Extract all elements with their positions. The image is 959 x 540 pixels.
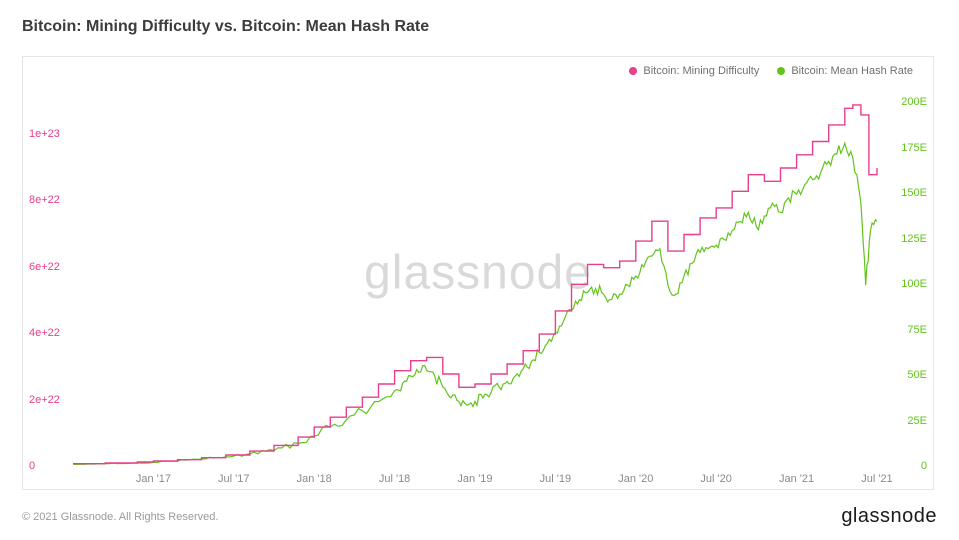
y-right-tick-label: 0 — [921, 460, 927, 472]
x-axis-tick-label: Jan '21 — [779, 473, 814, 485]
y-left-tick-label: 0 — [29, 460, 35, 472]
series-line — [73, 143, 877, 464]
x-axis-tick-label: Jan '20 — [618, 473, 653, 485]
x-axis-tick-label: Jul '20 — [700, 473, 731, 485]
y-right-tick-label: 100E — [901, 278, 927, 290]
y-left-tick-label: 8e+22 — [29, 194, 60, 206]
y-right-tick-label: 25E — [907, 415, 927, 427]
y-right-tick-label: 50E — [907, 369, 927, 381]
chart-title: Bitcoin: Mining Difficulty vs. Bitcoin: … — [22, 18, 429, 36]
footer: © 2021 Glassnode. All Rights Reserved. g… — [22, 505, 937, 528]
y-right-tick-label: 125E — [901, 233, 927, 245]
x-axis-tick-label: Jul '18 — [379, 473, 410, 485]
x-axis-tick-label: Jul '21 — [861, 473, 892, 485]
y-right-tick-label: 175E — [901, 142, 927, 154]
copyright-text: © 2021 Glassnode. All Rights Reserved. — [22, 511, 218, 523]
series-line — [73, 105, 877, 464]
y-left-tick-label: 4e+22 — [29, 327, 60, 339]
x-axis-tick-label: Jan '17 — [136, 473, 171, 485]
chart-svg — [23, 57, 935, 491]
x-axis-tick-label: Jul '19 — [540, 473, 571, 485]
x-axis-tick-label: Jan '19 — [457, 473, 492, 485]
y-left-tick-label: 2e+22 — [29, 394, 60, 406]
y-left-tick-label: 1e+23 — [29, 128, 60, 140]
y-right-tick-label: 75E — [907, 324, 927, 336]
chart-plot-area: glassnode Bitcoin: Mining DifficultyBitc… — [22, 56, 934, 490]
y-left-tick-label: 6e+22 — [29, 261, 60, 273]
brand-logo: glassnode — [841, 505, 937, 528]
y-right-tick-label: 150E — [901, 187, 927, 199]
y-right-tick-label: 200E — [901, 96, 927, 108]
x-axis-tick-label: Jan '18 — [297, 473, 332, 485]
x-axis-tick-label: Jul '17 — [218, 473, 249, 485]
